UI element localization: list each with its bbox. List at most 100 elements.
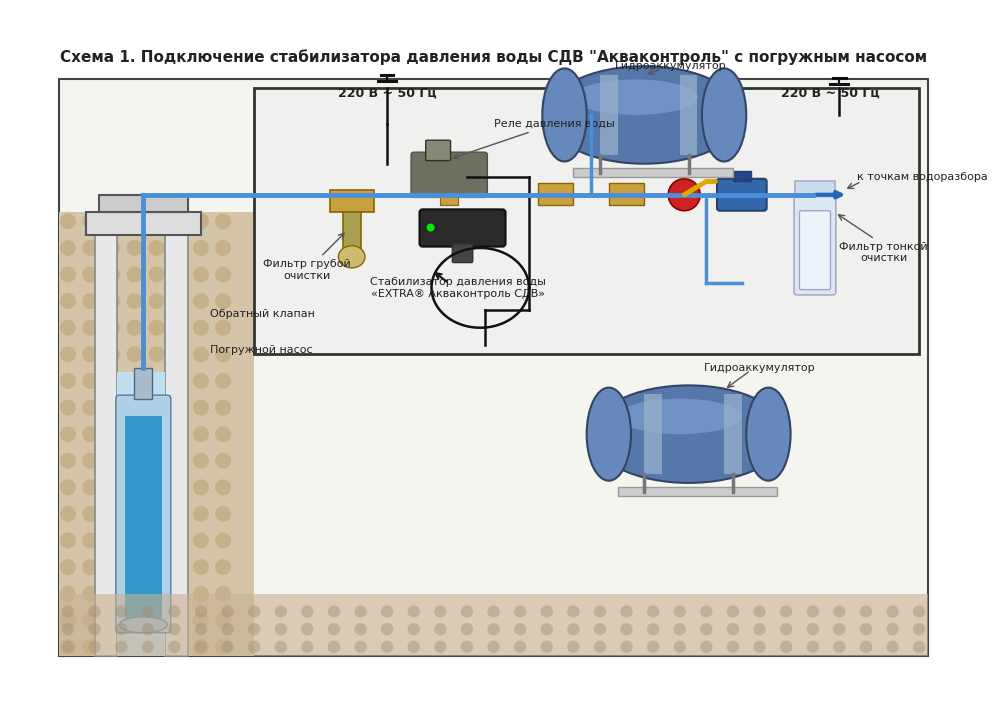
Circle shape xyxy=(381,623,393,635)
Bar xyxy=(117,372,165,655)
Circle shape xyxy=(60,639,76,655)
FancyBboxPatch shape xyxy=(411,152,487,197)
Circle shape xyxy=(301,623,314,635)
Circle shape xyxy=(594,605,606,618)
Circle shape xyxy=(275,623,287,635)
Circle shape xyxy=(408,623,420,635)
Circle shape xyxy=(913,605,925,618)
Circle shape xyxy=(62,623,74,635)
Circle shape xyxy=(82,320,98,336)
Bar xyxy=(573,168,733,177)
Circle shape xyxy=(461,640,473,653)
Circle shape xyxy=(60,585,76,602)
Circle shape xyxy=(594,623,606,635)
Circle shape xyxy=(301,640,314,653)
Circle shape xyxy=(104,453,120,468)
Bar xyxy=(134,368,152,398)
Circle shape xyxy=(215,400,231,416)
Ellipse shape xyxy=(746,388,791,481)
Circle shape xyxy=(807,605,819,618)
Circle shape xyxy=(215,479,231,496)
Circle shape xyxy=(149,426,165,442)
Circle shape xyxy=(104,559,120,575)
Bar xyxy=(724,394,742,474)
Circle shape xyxy=(60,559,76,575)
Bar xyxy=(538,183,573,206)
Circle shape xyxy=(248,605,260,618)
Circle shape xyxy=(149,559,165,575)
Circle shape xyxy=(115,605,127,618)
Circle shape xyxy=(195,605,207,618)
Circle shape xyxy=(427,223,435,231)
Circle shape xyxy=(82,453,98,468)
Circle shape xyxy=(215,585,231,602)
Bar xyxy=(644,394,662,474)
Circle shape xyxy=(193,453,209,468)
Circle shape xyxy=(193,266,209,283)
Circle shape xyxy=(215,613,231,628)
Circle shape xyxy=(193,400,209,416)
Circle shape xyxy=(149,213,165,229)
Ellipse shape xyxy=(618,398,742,434)
Circle shape xyxy=(541,623,553,635)
Circle shape xyxy=(82,506,98,522)
Text: Схема 1. Подключение стабилизатора давления воды СДВ "Акваконтроль" с погружным : Схема 1. Подключение стабилизатора давле… xyxy=(60,49,927,65)
Circle shape xyxy=(82,346,98,362)
Circle shape xyxy=(82,213,98,229)
Circle shape xyxy=(82,400,98,416)
FancyBboxPatch shape xyxy=(420,209,506,246)
Circle shape xyxy=(126,559,142,575)
Circle shape xyxy=(168,640,181,653)
Circle shape xyxy=(115,623,127,635)
Circle shape xyxy=(171,533,187,548)
Bar xyxy=(59,594,928,655)
Ellipse shape xyxy=(119,617,167,633)
Circle shape xyxy=(88,605,101,618)
Circle shape xyxy=(104,266,120,283)
Circle shape xyxy=(60,426,76,442)
Circle shape xyxy=(753,605,766,618)
Circle shape xyxy=(60,506,76,522)
Circle shape xyxy=(807,640,819,653)
Circle shape xyxy=(434,623,447,635)
Circle shape xyxy=(647,640,659,653)
Circle shape xyxy=(171,240,187,256)
Circle shape xyxy=(82,426,98,442)
Circle shape xyxy=(193,613,209,628)
Circle shape xyxy=(780,623,792,635)
Circle shape xyxy=(248,640,260,653)
Circle shape xyxy=(126,479,142,496)
Circle shape xyxy=(82,639,98,655)
Circle shape xyxy=(171,506,187,522)
Circle shape xyxy=(82,533,98,548)
Circle shape xyxy=(193,240,209,256)
Circle shape xyxy=(514,640,526,653)
Circle shape xyxy=(104,506,120,522)
Circle shape xyxy=(434,640,447,653)
Circle shape xyxy=(328,640,340,653)
Circle shape xyxy=(215,506,231,522)
Circle shape xyxy=(408,640,420,653)
Ellipse shape xyxy=(591,386,786,483)
Circle shape xyxy=(82,373,98,389)
Circle shape xyxy=(142,640,154,653)
Circle shape xyxy=(104,346,120,362)
Text: 220 В ~ 50 Гц: 220 В ~ 50 Гц xyxy=(338,86,436,99)
Circle shape xyxy=(328,605,340,618)
Circle shape xyxy=(487,623,500,635)
Circle shape xyxy=(88,623,101,635)
FancyBboxPatch shape xyxy=(116,395,171,633)
Circle shape xyxy=(913,623,925,635)
Circle shape xyxy=(514,605,526,618)
Circle shape xyxy=(275,640,287,653)
Circle shape xyxy=(126,213,142,229)
Circle shape xyxy=(833,640,846,653)
Circle shape xyxy=(126,639,142,655)
Bar xyxy=(440,195,458,206)
Circle shape xyxy=(60,293,76,309)
Circle shape xyxy=(328,623,340,635)
Circle shape xyxy=(126,293,142,309)
Circle shape xyxy=(215,533,231,548)
Circle shape xyxy=(171,213,187,229)
Circle shape xyxy=(149,639,165,655)
